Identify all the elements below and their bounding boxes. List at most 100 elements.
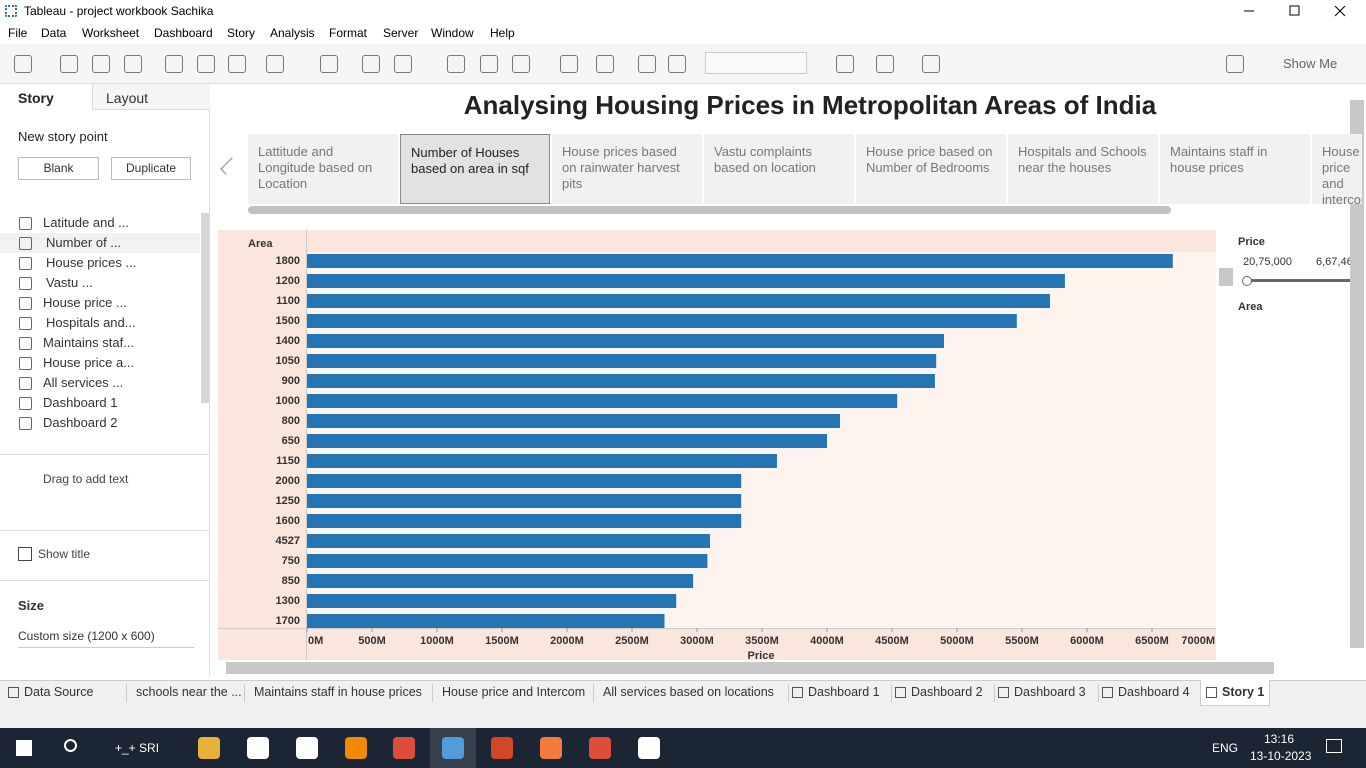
toolbar-button[interactable]	[876, 55, 894, 73]
sheet-tab[interactable]: House price and Intercom	[442, 685, 586, 699]
show-me-button[interactable]: Show Me	[1283, 56, 1338, 71]
sheet-tab[interactable]: Dashboard 4	[1118, 685, 1190, 699]
toolbar-button[interactable]	[1226, 55, 1244, 73]
sheet-item[interactable]: Vastu ...	[46, 275, 93, 290]
menu-item[interactable]: Format	[329, 26, 368, 40]
story-point[interactable]: Vastu complaints based on location	[704, 134, 854, 204]
slider-handle[interactable]	[1242, 276, 1252, 286]
toolbar-button[interactable]	[124, 55, 142, 73]
toolbar-button[interactable]	[836, 55, 854, 73]
sheet-item[interactable]: Number of ...	[46, 235, 122, 250]
sheet-tab[interactable]: schools near the ...	[136, 685, 242, 699]
sheet-item[interactable]: House price a...	[43, 355, 135, 370]
toolbar-button[interactable]	[92, 55, 110, 73]
taskbar-app[interactable]	[345, 737, 367, 759]
tray-language[interactable]: ENG	[1212, 741, 1239, 755]
side-tab[interactable]: Layout	[92, 84, 210, 110]
toolbar-button[interactable]	[638, 55, 656, 73]
toolbar-button[interactable]	[266, 55, 284, 73]
menu-item[interactable]: Analysis	[270, 26, 315, 40]
toolbar-button[interactable]	[447, 55, 465, 73]
menu-item[interactable]: Data	[41, 26, 67, 40]
menu-item[interactable]: Help	[490, 26, 515, 40]
y-tick-label: 1300	[276, 595, 300, 607]
story-point[interactable]: Lattitude and Longitude based on Locatio…	[248, 134, 398, 204]
menu-item[interactable]: Window	[431, 26, 474, 40]
sheet-item[interactable]: House price ...	[43, 295, 127, 310]
toolbar-button[interactable]	[668, 55, 686, 73]
sheet-tab[interactable]: Data Source	[24, 685, 94, 699]
taskbar-app[interactable]	[638, 737, 660, 759]
story-point[interactable]: House price and intercom	[1312, 134, 1362, 204]
sheet-item[interactable]: Latitude and ...	[43, 215, 130, 230]
story-point[interactable]: Hospitals and Schools near the houses	[1008, 134, 1158, 204]
taskbar-app[interactable]	[589, 737, 611, 759]
sheet-item[interactable]: Dashboard 1	[43, 395, 118, 410]
y-tick-label: 4527	[276, 535, 300, 547]
story-point[interactable]: House prices based on rainwater harvest …	[552, 134, 702, 204]
notification-icon[interactable]	[1326, 739, 1342, 753]
sheet-item[interactable]: Dashboard 2	[43, 415, 118, 430]
taskbar-app[interactable]	[296, 737, 318, 759]
drag-text[interactable]: Drag to add text	[43, 472, 129, 486]
size-dropdown[interactable]: Custom size (1200 x 600)	[18, 629, 194, 648]
toolbar-button[interactable]	[922, 55, 940, 73]
taskbar-app[interactable]	[247, 737, 269, 759]
checkbox[interactable]	[18, 547, 32, 561]
sheet-tab[interactable]: All services based on locations	[603, 685, 774, 699]
toolbar-button[interactable]	[362, 55, 380, 73]
menu-item[interactable]: Story	[227, 26, 256, 40]
sheet-tab[interactable]: Maintains staff in house prices	[254, 685, 422, 699]
taskbar-app[interactable]	[540, 737, 562, 759]
toolbar-button[interactable]	[394, 55, 412, 73]
menu-item[interactable]: Dashboard	[154, 26, 213, 40]
toolbar-button[interactable]	[596, 55, 614, 73]
slider-track[interactable]	[1245, 279, 1350, 282]
sheet-tab-bar	[0, 680, 1366, 706]
taskbar-label[interactable]: +_+ SRI	[115, 741, 160, 755]
toolbar-button[interactable]	[512, 55, 530, 73]
checkbox-label[interactable]: Show title	[38, 547, 91, 561]
toolbar-button[interactable]	[165, 55, 183, 73]
story-point[interactable]: Number of Houses based on area in sqf	[400, 134, 550, 204]
sheet-tab[interactable]: Story 1	[1222, 685, 1265, 699]
story-point[interactable]: Maintains staff in house prices	[1160, 134, 1310, 204]
x-tick-label: 5000M	[940, 635, 974, 647]
taskbar-app[interactable]	[491, 737, 513, 759]
menu-item[interactable]: Server	[383, 26, 419, 40]
taskbar-app[interactable]	[198, 737, 220, 759]
sheet-icon	[19, 217, 32, 230]
sheet-tab[interactable]: Dashboard 3	[1014, 685, 1086, 699]
button[interactable]: Blank	[18, 157, 99, 180]
search-icon[interactable]	[64, 739, 77, 752]
start-button[interactable]	[16, 740, 32, 756]
sheet-item[interactable]: House prices ...	[46, 255, 137, 270]
menu-item[interactable]: Worksheet	[82, 26, 140, 40]
toolbar-button[interactable]	[14, 55, 32, 73]
sheet-item[interactable]: Maintains staf...	[43, 335, 135, 350]
toolbar-dropdown[interactable]	[705, 52, 807, 74]
sheet-item[interactable]: All services ...	[43, 375, 124, 390]
taskbar-app[interactable]	[393, 737, 415, 759]
menu-item[interactable]: File	[8, 26, 28, 40]
side-tab[interactable]: Story	[18, 90, 54, 106]
toolbar-button[interactable]	[197, 55, 215, 73]
story-point[interactable]: House price based on Number of Bedrooms	[856, 134, 1006, 204]
tray-time[interactable]: 13:16	[1264, 732, 1295, 746]
toolbar-button[interactable]	[228, 55, 246, 73]
tray-date[interactable]: 13-10-2023	[1250, 749, 1312, 763]
prev-arrow[interactable]	[220, 157, 238, 175]
sheet-item[interactable]: Hospitals and...	[46, 315, 136, 330]
app-icon	[5, 5, 17, 17]
sheet-tab[interactable]: Dashboard 2	[911, 685, 983, 699]
bar	[307, 334, 944, 348]
tab-divider	[994, 684, 995, 702]
button[interactable]: Duplicate	[111, 157, 191, 180]
sheet-icon	[19, 377, 32, 390]
taskbar-app[interactable]	[442, 737, 464, 759]
toolbar-button[interactable]	[560, 55, 578, 73]
sheet-tab[interactable]: Dashboard 1	[808, 685, 880, 699]
toolbar-button[interactable]	[320, 55, 338, 73]
toolbar-button[interactable]	[60, 55, 78, 73]
toolbar-button[interactable]	[480, 55, 498, 73]
